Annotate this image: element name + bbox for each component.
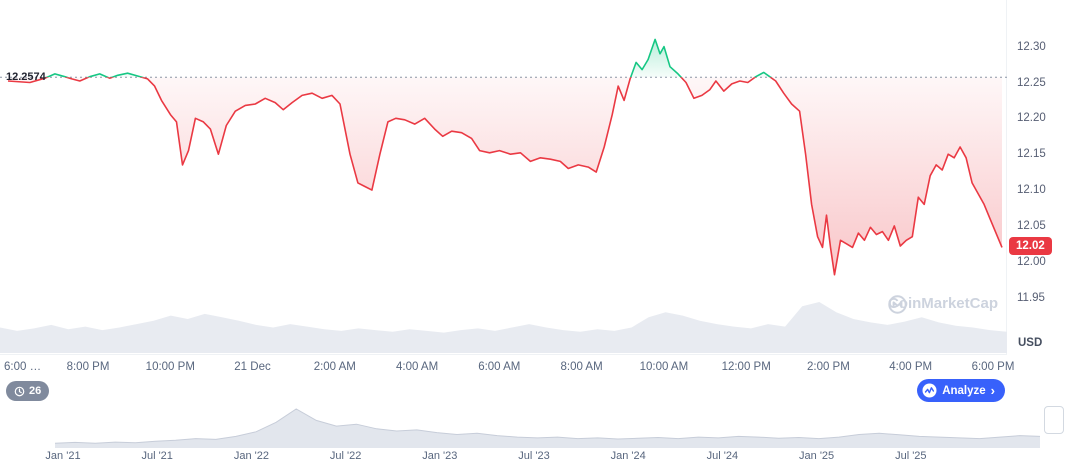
navigator-axis-label: Jan '23: [422, 450, 458, 462]
navigator-line: [54, 408, 1041, 444]
analyze-icon: [922, 383, 937, 398]
time-axis: 6:00 … 8:00 PM 10:00 PM 21 Dec 2:00 AM 4:00 A…: [0, 356, 1014, 378]
price-line-down: [7, 77, 1003, 276]
price-chart-svg[interactable]: [0, 0, 1007, 355]
navigator-axis-label: Jul '21: [141, 450, 173, 462]
y-axis-label: 12.15: [1017, 148, 1046, 161]
analyze-button[interactable]: Analyze ›: [917, 379, 1005, 402]
navigator-axis-label: Jan '22: [233, 450, 269, 462]
y-axis-label: 12.10: [1017, 184, 1046, 197]
y-axis-label: 11.95: [1017, 291, 1045, 304]
x-axis-label: 4:00 AM: [395, 361, 439, 373]
y-axis-label: 12.30: [1017, 40, 1046, 53]
price-area-down: [8, 77, 1002, 275]
x-axis-label: 4:00 PM: [889, 361, 933, 373]
x-axis-label: 6:00 …: [4, 361, 42, 373]
x-axis-label: 21 Dec: [234, 361, 271, 373]
navigator-axis-label: Jan '21: [45, 450, 81, 462]
history-count-badge[interactable]: 26: [6, 381, 50, 401]
navigator-axis-label: Jan '25: [799, 450, 835, 462]
navigator-axis-label: Jul '25: [895, 450, 927, 462]
x-axis-label: 6:00 AM: [478, 361, 521, 373]
x-axis-label: 12:00 PM: [721, 361, 771, 373]
price-axis[interactable]: 12.30 12.25 12.20 12.15 12.10 12.05 12.00 11.95…: [1008, 0, 1072, 355]
range-navigator[interactable]: [54, 404, 1041, 450]
y-axis-label: 12.25: [1017, 76, 1046, 89]
chart-toolbar: 26 Analyze ›: [0, 379, 1072, 404]
currency-label: USD: [1018, 337, 1043, 349]
history-count-label: 26: [29, 385, 42, 397]
x-axis-label: 6:00 PM: [971, 361, 1015, 373]
x-axis-label: 2:00 AM: [313, 361, 356, 373]
range-navigator-svg[interactable]: [54, 404, 1041, 450]
last-price-badge: 12.02: [1009, 237, 1052, 256]
y-axis-label: 12.00: [1017, 255, 1046, 268]
analyze-label: Analyze: [942, 384, 986, 397]
chevron-right-icon: ›: [990, 383, 995, 398]
volume-area: [0, 302, 1007, 353]
x-axis-label: 2:00 PM: [806, 361, 850, 373]
x-axis-label: 10:00 AM: [639, 361, 689, 373]
main-chart-plot[interactable]: 12.2574 CoinMarketCap: [0, 0, 1007, 355]
x-axis-label: 8:00 PM: [66, 361, 110, 373]
navigator-area: [55, 409, 1040, 448]
navigator-handle[interactable]: [1044, 406, 1064, 434]
navigator-axis: Jan '21 Jul '21 Jan '22 Jul '22 Jan '23 Jul '…: [0, 450, 1072, 468]
x-axis-label: 8:00 AM: [560, 361, 603, 373]
history-clock-icon: [14, 386, 25, 396]
navigator-axis-label: Jan '24: [610, 450, 646, 462]
navigator-axis-label: Jul '24: [706, 450, 739, 462]
y-axis-label: 12.05: [1017, 219, 1046, 232]
x-axis-label: 10:00 PM: [145, 361, 195, 373]
navigator-axis-label: Jul '23: [518, 450, 550, 462]
y-axis-label: 12.20: [1017, 112, 1046, 125]
navigator-axis-label: Jul '22: [329, 450, 362, 462]
